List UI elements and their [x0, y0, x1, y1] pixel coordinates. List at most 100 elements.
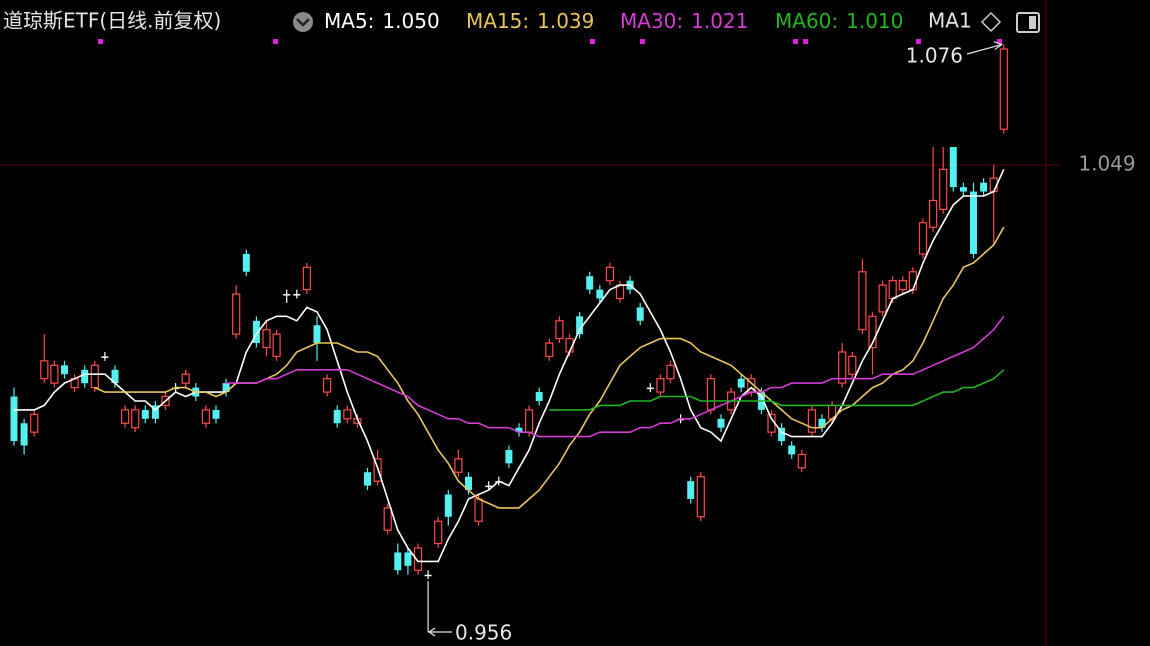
legend-value: 1.039 — [537, 9, 594, 33]
candle-body — [838, 351, 847, 384]
candle-body — [90, 364, 99, 389]
event-marker[interactable] — [916, 39, 921, 44]
candle-body — [868, 315, 877, 349]
candle-body — [908, 271, 918, 291]
candle-body — [232, 293, 241, 335]
candle-body — [797, 453, 806, 469]
candle-body — [605, 266, 615, 282]
ma-line — [226, 315, 1005, 438]
candle-body — [696, 476, 705, 518]
candle-body — [293, 294, 301, 296]
legend-value: 1.050 — [382, 9, 439, 33]
candle-body — [283, 294, 291, 296]
candle-body — [383, 507, 392, 531]
panel-icon-fill — [1029, 16, 1036, 29]
legend-entry: MA5: 1.050 — [324, 9, 440, 33]
candle-body — [485, 485, 493, 488]
panel-button[interactable] — [1016, 12, 1040, 33]
candle-body — [656, 378, 665, 393]
candle-body — [101, 356, 109, 358]
event-marker[interactable] — [793, 39, 798, 44]
candle-body — [10, 396, 18, 442]
high-arrow — [966, 43, 1002, 55]
more-icon[interactable] — [980, 11, 1002, 33]
candle-body — [474, 498, 483, 522]
candle-body — [454, 458, 463, 473]
candle-body — [959, 187, 967, 192]
legend-name: MA15: — [466, 9, 529, 33]
candle-body — [81, 369, 89, 384]
candle-body — [120, 409, 130, 424]
candle-body — [788, 445, 796, 455]
low-label: 0.956 — [455, 621, 512, 645]
candle-body — [141, 409, 149, 419]
candle-body — [444, 494, 452, 517]
candle-body — [252, 320, 260, 344]
event-marker[interactable] — [997, 39, 1002, 44]
candle-body — [333, 409, 341, 424]
candle-body — [394, 552, 402, 571]
candle-body — [666, 364, 675, 380]
legend-name: MA60: — [775, 9, 838, 33]
candle-body — [970, 191, 977, 254]
candle-body — [40, 360, 49, 380]
candle-body — [212, 409, 220, 419]
candle-body — [222, 383, 230, 393]
candle-body — [434, 520, 443, 545]
ma-line — [14, 168, 1005, 563]
candle-body — [858, 271, 867, 331]
candle-body — [717, 418, 725, 428]
candle-body — [596, 289, 604, 299]
panel-icon[interactable] — [1016, 12, 1040, 33]
candle-body — [706, 378, 716, 411]
candle-body — [151, 405, 159, 419]
candle-body — [262, 329, 271, 349]
candle-body — [737, 378, 745, 388]
candle-body — [61, 365, 68, 375]
event-marker[interactable] — [803, 39, 808, 44]
candle-body — [918, 222, 928, 255]
candle-body — [535, 392, 543, 401]
candle-body — [313, 325, 321, 344]
candle-body — [778, 427, 786, 442]
collapse-button[interactable] — [293, 12, 313, 32]
candle-body — [807, 409, 817, 433]
candle-body — [20, 423, 28, 446]
chart-title: 道琼斯ETF(日线.前复权) — [3, 9, 221, 33]
event-marker[interactable] — [640, 39, 645, 44]
candle-body — [888, 280, 897, 300]
candle-body — [615, 284, 625, 300]
candle-body — [201, 409, 210, 424]
legend-name: MA5: — [324, 9, 374, 33]
legend-entry: MA15: 1.039 — [466, 9, 594, 33]
candle-body — [524, 409, 534, 433]
candle-body — [999, 48, 1008, 130]
candle-body — [302, 266, 311, 291]
collapse-icon[interactable] — [293, 12, 313, 32]
candle-body — [242, 253, 250, 272]
event-marker[interactable] — [273, 39, 278, 44]
candle-body — [323, 378, 332, 393]
candle-body — [404, 552, 412, 566]
legend-entry: MA60: 1.010 — [775, 9, 903, 33]
candle-body — [687, 481, 695, 499]
candle-body — [586, 276, 594, 290]
candle-body — [111, 369, 119, 384]
candle-body — [980, 182, 988, 192]
candle-body — [646, 387, 654, 390]
candle-body — [413, 547, 423, 571]
candle-body — [949, 147, 957, 188]
candle-body — [505, 449, 513, 464]
candle-body — [343, 409, 352, 420]
high-label: 1.076 — [906, 44, 963, 68]
event-marker[interactable] — [98, 39, 103, 44]
legend-value: 1.010 — [846, 9, 903, 33]
event-markers — [98, 39, 1002, 44]
event-marker[interactable] — [590, 39, 595, 44]
candle-body — [848, 355, 857, 375]
candle-body — [465, 476, 472, 491]
last-price-label: 1.049 — [1078, 151, 1135, 175]
legend-truncated: MA1 — [928, 9, 972, 33]
candle-body — [30, 413, 39, 433]
